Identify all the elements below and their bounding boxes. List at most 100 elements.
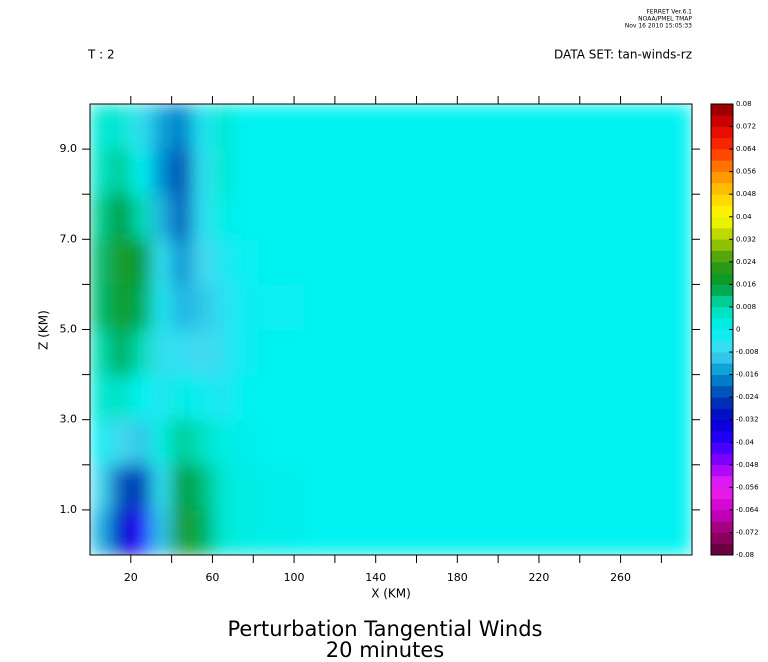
colorbar-band [711,521,733,533]
field-cell [620,284,692,330]
field-cell [130,239,152,285]
field-cell [457,464,540,511]
field-cell [304,149,377,195]
field-cell [304,329,377,376]
field-cell [171,149,193,195]
colorbar-label: -0.016 [736,371,759,379]
field-cell [90,464,111,511]
field-cell [375,464,458,511]
colorbar-band [711,273,733,285]
colorbar-label: -0.072 [736,528,759,536]
field-cell [620,509,692,555]
plot-area [90,104,692,555]
field-cell [258,464,305,511]
field-cell [130,284,152,330]
field-cell [171,464,193,511]
field-cell [212,464,234,511]
colorbar-label: -0.08 [736,551,754,559]
field-cell [538,149,622,195]
colorbar-band [711,340,733,353]
x-tick-label: 140 [365,571,386,584]
field-cell [130,419,152,466]
field-cell [538,509,622,555]
field-cell [151,419,173,466]
field-cell [232,464,259,511]
field-cell [130,464,152,511]
colorbar-band [711,442,733,454]
field-cell [538,194,622,240]
field-cell [110,464,132,511]
field [90,104,692,555]
field-cell [151,329,173,376]
colorbar-band [711,182,733,195]
field-cell [457,194,540,240]
field-cell [304,464,377,511]
field-cell [110,194,132,240]
field-cell [258,509,305,555]
field-cell [232,149,259,195]
field-cell [620,104,692,150]
colorbar-label: -0.056 [736,483,759,491]
chart-subtitle: 20 minutes [326,638,444,662]
field-cell [90,194,111,240]
field-cell [538,374,622,421]
field-cell [232,194,259,240]
field-cell [538,104,622,150]
field-cell [258,419,305,466]
field-cell [258,239,305,285]
field-cell [192,239,213,285]
colorbar-label: 0.04 [736,213,752,221]
field-cell [212,329,234,376]
colorbar-band [711,205,733,218]
field-cell [538,284,622,330]
colorbar-band [711,318,733,330]
field-cell [232,374,259,421]
field-cell [171,284,193,330]
colorbar-label: 0.024 [736,258,757,266]
field-cell [212,104,234,150]
field-cell [258,194,305,240]
field-cell [304,374,377,421]
field-cell [212,239,234,285]
field-cell [90,419,111,466]
field-cell [258,374,305,421]
field-cell [258,284,305,330]
colorbar-band [711,306,733,319]
x-tick-label: 260 [610,571,631,584]
field-cell [212,509,234,555]
field-cell [375,194,458,240]
field-cell [304,194,377,240]
chart-title: Perturbation Tangential Winds [228,617,543,641]
field-cell [258,329,305,376]
colorbar-band [711,171,733,184]
colorbar-label: 0.08 [736,100,752,108]
field-cell [258,149,305,195]
y-tick-label: 7.0 [60,232,78,245]
field-cell [171,419,193,466]
field-cell [620,239,692,285]
field-cell [620,374,692,421]
field-cell [304,419,377,466]
field-cell [212,419,234,466]
field-cell [192,464,213,511]
colorbar-band [711,149,733,161]
colorbar-band [711,487,733,499]
colorbar-band [711,115,733,127]
field-cell [375,374,458,421]
field-cell [130,374,152,421]
field-cell [90,149,111,195]
field-cell [151,104,173,150]
stamp-line: Nov 16 2010 15:05:33 [625,23,692,30]
field-cell [171,239,193,285]
colorbar-band [711,228,733,240]
field-cell [90,284,111,330]
colorbar-band [711,408,733,420]
field-cell [375,149,458,195]
colorbar-label: -0.008 [736,348,759,356]
field-cell [192,149,213,195]
colorbar-band [711,543,733,556]
y-axis-label: Z (KM) [37,310,51,350]
x-axis-label: X (KM) [371,587,411,601]
